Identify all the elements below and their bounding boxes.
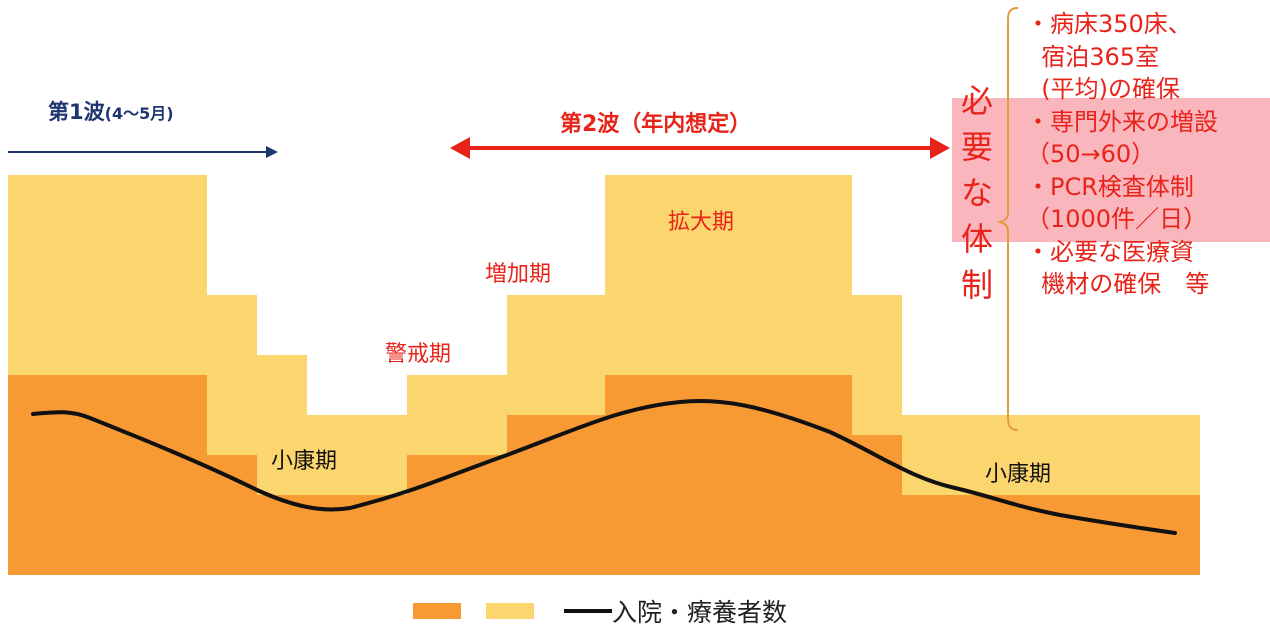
inpatient-count-curve (31, 398, 1177, 535)
wave2-arrow-head-right (930, 137, 950, 159)
bullet-line: 宿泊365室 (1026, 42, 1160, 71)
wave2-arrow-head-left (450, 137, 470, 159)
bullet-line: ・PCR検査体制 (1026, 172, 1194, 201)
wave1-label: 第1波(4～5月) (48, 96, 174, 126)
lower-band-area (8, 375, 1200, 575)
bullet-line: ・必要な医療資 (1026, 237, 1194, 266)
legend-swatch-lower (413, 603, 461, 619)
phase-label-zouka: 増加期 (485, 262, 552, 287)
legend-line-label: 入院・療養者数 (612, 598, 788, 627)
bullet-line: (平均)の確保 (1026, 75, 1180, 103)
phase-label-shoukou-second: 小康期 (985, 462, 1052, 487)
wave1-period: (4～5月) (104, 104, 174, 123)
phase-label-kakudai: 拡大期 (668, 210, 735, 235)
phase-label-shoukou-first: 小康期 (271, 449, 338, 474)
phase-label-keikai: 警戒期 (385, 342, 452, 367)
required-system-title: 必要な体制 (960, 82, 993, 304)
bullet-line: ・病床350床、 (1026, 10, 1192, 38)
highlight-box (952, 98, 1270, 242)
legend-swatch-upper (486, 603, 534, 619)
wave1-title: 第1波 (48, 100, 105, 124)
bullet-line: ・専門外来の増設 (1026, 107, 1218, 136)
wave1-arrow-head (266, 146, 278, 158)
bullet-line: （50→60） (1026, 140, 1156, 168)
bullet-line: 機材の確保 等 (1026, 270, 1210, 298)
bullet-line: （1000件／日） (1026, 205, 1208, 233)
required-system-list: ・病床350床、 宿泊365室 (平均)の確保 ・専門外来の増設 （50→60）… (1026, 8, 1218, 301)
bracket-brace (996, 7, 1019, 431)
wave2-label: 第2波（年内想定） (560, 112, 752, 137)
